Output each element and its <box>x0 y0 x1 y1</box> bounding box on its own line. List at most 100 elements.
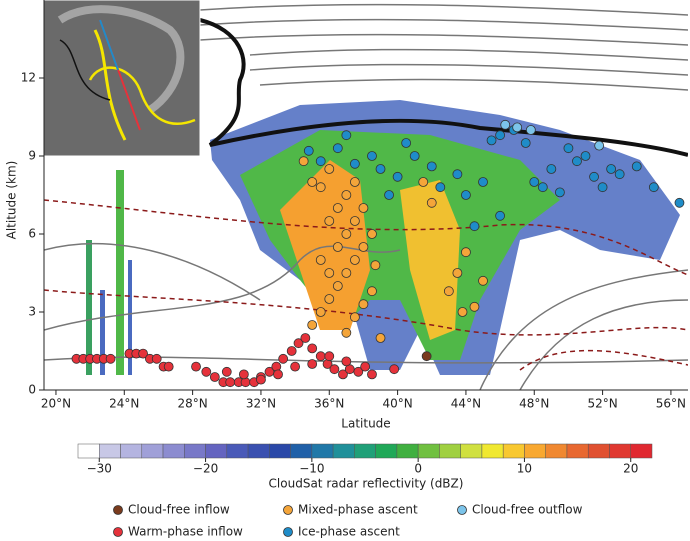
data-point <box>461 190 471 200</box>
data-point <box>529 177 540 187</box>
colorbar-box <box>609 443 631 459</box>
colorbar-box <box>354 443 376 459</box>
data-point <box>389 364 400 375</box>
x-tick-label: 40°N <box>382 397 412 411</box>
y-axis-title: Altitude (km) <box>5 161 19 240</box>
colorbar-title: CloudSat radar reflectivity (dBZ) <box>269 477 464 491</box>
data-point <box>384 190 394 200</box>
legend-label: Mixed-phase ascent <box>298 503 418 517</box>
data-point <box>512 122 523 133</box>
colorbar-tick-label: −10 <box>299 462 324 476</box>
data-point <box>324 294 335 304</box>
legend-swatch <box>113 527 123 537</box>
data-point <box>349 312 360 323</box>
data-point <box>457 307 468 317</box>
colorbar-box <box>290 443 313 459</box>
data-point <box>332 281 343 291</box>
data-point <box>341 327 352 338</box>
colorbar-box <box>184 443 206 459</box>
colorbar-box <box>162 443 185 459</box>
data-point <box>435 182 446 193</box>
colorbar-box <box>77 443 100 459</box>
data-point <box>537 182 548 193</box>
data-point <box>486 135 497 146</box>
data-point <box>674 197 685 208</box>
data-point <box>520 138 531 148</box>
data-point <box>338 369 348 380</box>
data-point <box>358 299 369 310</box>
legend-label: Ice-phase ascent <box>298 525 400 539</box>
x-tick-label: 28°N <box>177 397 207 411</box>
data-point <box>367 369 377 380</box>
data-point <box>349 158 360 169</box>
data-point <box>401 138 412 148</box>
legend-swatch <box>283 505 293 515</box>
data-point <box>105 353 116 364</box>
data-point <box>418 177 429 187</box>
data-point <box>273 369 283 380</box>
data-point <box>300 333 311 343</box>
colorbar-box <box>460 443 483 459</box>
colorbar-tick-label: 20 <box>623 462 638 476</box>
data-point <box>525 125 536 135</box>
data-point <box>303 145 314 156</box>
x-tick-label: 32°N <box>246 397 276 411</box>
colorbar-box <box>205 443 228 459</box>
data-point <box>421 351 432 362</box>
data-point <box>426 161 437 172</box>
data-point <box>341 356 352 367</box>
legend-swatch <box>113 505 123 515</box>
colorbar-box <box>141 443 164 459</box>
colorbar-box <box>502 443 525 459</box>
legend-label: Cloud-free outflow <box>472 503 583 517</box>
data-point <box>315 182 326 193</box>
data-point <box>495 130 505 141</box>
colorbar-box <box>587 443 610 459</box>
colorbar-box <box>120 443 143 459</box>
data-point <box>594 140 605 151</box>
y-tick-label: 3 <box>28 305 36 319</box>
data-point <box>307 359 318 369</box>
satellite-inset <box>43 0 201 157</box>
data-point <box>324 268 335 278</box>
colorbar-box <box>269 443 291 459</box>
data-point <box>151 353 162 364</box>
data-point <box>332 143 343 154</box>
colorbar-box <box>417 443 440 459</box>
data-point <box>191 361 201 372</box>
data-point <box>138 348 148 359</box>
data-point <box>375 333 386 343</box>
data-point <box>500 119 511 130</box>
data-point <box>572 156 582 167</box>
colorbar-box <box>332 443 355 459</box>
data-point <box>349 177 360 187</box>
data-point <box>469 301 480 312</box>
data-point <box>349 216 360 226</box>
data-point <box>409 151 420 161</box>
legend-swatch <box>283 527 293 537</box>
data-point <box>392 171 403 182</box>
colorbar-box <box>247 443 270 459</box>
data-point <box>290 361 301 372</box>
data-point <box>631 161 642 172</box>
data-point <box>546 164 557 174</box>
y-tick-label: 0 <box>28 383 36 397</box>
data-point <box>341 229 352 239</box>
data-point <box>324 164 335 174</box>
data-point <box>298 156 309 167</box>
data-point <box>324 216 335 226</box>
data-point <box>360 361 371 372</box>
data-point <box>307 320 318 330</box>
data-point <box>452 169 463 180</box>
colorbar-tick-label: −30 <box>87 462 112 476</box>
data-point <box>209 372 220 382</box>
data-point <box>315 351 326 362</box>
data-point <box>329 364 340 375</box>
data-point <box>278 353 289 364</box>
colorbar-box <box>226 443 249 459</box>
colorbar-box <box>311 443 334 459</box>
colorbar-box <box>396 443 419 459</box>
data-point <box>238 369 249 380</box>
data-point <box>367 229 377 239</box>
data-point <box>163 361 174 372</box>
